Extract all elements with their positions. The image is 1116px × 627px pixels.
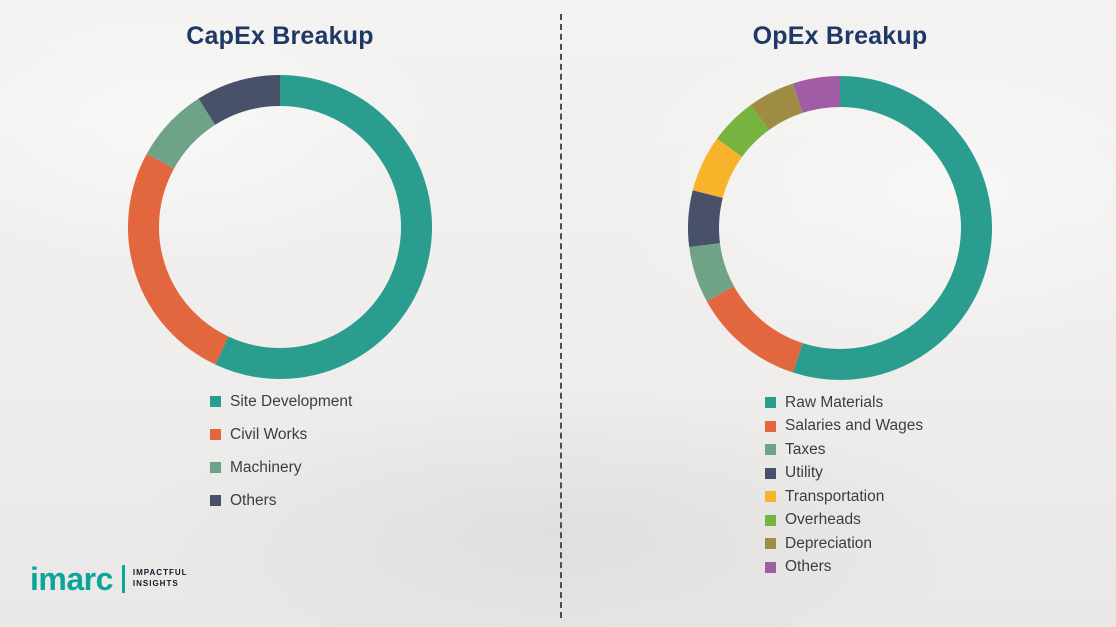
legend-swatch	[765, 514, 776, 526]
legend-label: Civil Works	[230, 425, 308, 443]
legend-swatch	[765, 444, 776, 455]
donut-segment-salaries-and-wages	[706, 285, 804, 373]
legend-swatch	[765, 491, 776, 502]
donut-segment-depreciation	[750, 83, 804, 131]
donut-segment-overheads	[717, 105, 770, 158]
legend-label: Transportation	[785, 487, 885, 505]
legend-item: Salaries and Wages	[765, 417, 923, 436]
donut-segment-raw-materials	[793, 76, 992, 380]
legend-label: Raw Materials	[785, 393, 884, 411]
donut-segment-civil-works	[128, 153, 229, 365]
imarc-tagline-line1: IMPACTFUL	[132, 568, 188, 578]
legend-item: Others	[210, 491, 352, 510]
legend-swatch	[765, 397, 776, 408]
imarc-logo-tagline: IMPACTFUL INSIGHTS	[133, 568, 188, 590]
opex-legend: Raw Materials Salaries and Wages Taxes Util…	[765, 393, 923, 581]
legend-label: Others	[230, 491, 277, 509]
legend-label: Utility	[785, 464, 823, 481]
legend-swatch	[210, 495, 221, 506]
capex-chart-title: CapEx Breakup	[186, 22, 374, 50]
legend-swatch	[210, 429, 221, 440]
opex-donut-chart	[688, 76, 992, 380]
donut-segment-machinery	[146, 98, 216, 170]
legend-label: Overheads	[785, 511, 861, 528]
legend-swatch	[765, 420, 776, 432]
imarc-logo: imarc IMPACTFUL INSIGHTS	[30, 563, 188, 595]
opex-chart-title: OpEx Breakup	[752, 22, 928, 50]
capex-legend: Site Development Civil Works Machinery Othe…	[210, 392, 352, 524]
legend-label: Site Development	[230, 392, 353, 410]
legend-label: Taxes	[785, 440, 826, 458]
donut-segment-site-development	[215, 75, 432, 379]
donut-segment-transportation	[692, 138, 743, 199]
legend-item: Civil Works	[210, 425, 352, 444]
legend-item: Others	[765, 558, 923, 577]
legend-swatch	[765, 538, 776, 549]
legend-item: Utility	[765, 464, 923, 483]
legend-item: Depreciation	[765, 534, 923, 553]
donut-segment-others	[198, 75, 281, 126]
legend-item: Site Development	[210, 392, 352, 411]
legend-item: Raw Materials	[765, 393, 923, 412]
legend-swatch	[210, 396, 221, 407]
legend-item: Overheads	[765, 511, 923, 530]
donut-segment-taxes	[689, 242, 735, 302]
legend-swatch	[765, 561, 776, 573]
legend-item: Transportation	[765, 487, 923, 506]
legend-item: Taxes	[765, 440, 923, 459]
legend-label: Depreciation	[785, 534, 873, 552]
imarc-logo-divider	[121, 565, 125, 593]
capex-donut-chart	[128, 75, 432, 379]
imarc-logo-wordmark: imarc	[30, 561, 113, 597]
legend-swatch	[210, 462, 221, 473]
donut-segment-utility	[688, 190, 723, 248]
imarc-tagline-line2: INSIGHTS	[132, 579, 179, 588]
donut-segment-others	[793, 76, 841, 114]
dashed-divider	[560, 14, 562, 618]
legend-label: Others	[785, 558, 832, 575]
legend-label: Salaries and Wages	[785, 417, 924, 434]
legend-item: Machinery	[210, 458, 352, 477]
legend-swatch	[765, 467, 776, 479]
legend-label: Machinery	[230, 458, 302, 476]
